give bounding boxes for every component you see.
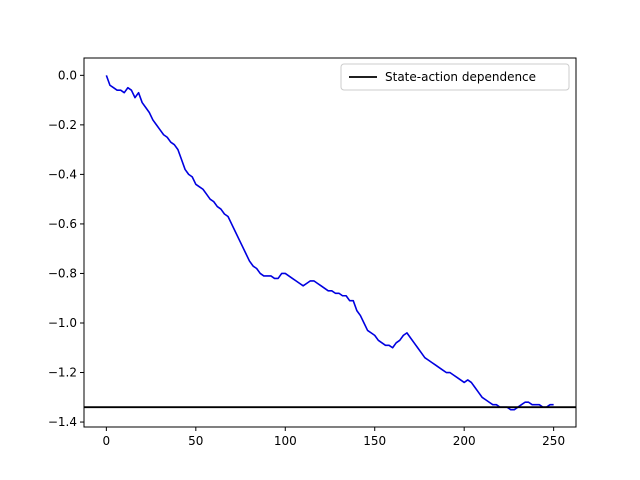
x-tick-label: 250 (542, 434, 565, 448)
x-tick-label: 200 (453, 434, 476, 448)
plot-background (84, 58, 576, 427)
x-tick-label: 0 (103, 434, 111, 448)
series-layer (84, 75, 576, 411)
plot-area (83, 57, 577, 428)
y-tick-label: −0.6 (48, 217, 77, 231)
y-tick-label: 0.0 (58, 68, 77, 82)
y-tick-label: −1.4 (48, 415, 77, 429)
legend-box (340, 63, 570, 91)
y-tick-label: −0.8 (48, 266, 77, 280)
y-axis: 0.0 −0.2 −0.4 −0.6 −0.8 −1.0 −1.2 −1.4 (48, 68, 84, 429)
y-tick-label: −1.2 (48, 366, 77, 380)
x-tick-label: 50 (188, 434, 203, 448)
x-axis: 0 50 100 150 200 250 (103, 427, 565, 448)
legend: State-action dependence (340, 63, 570, 91)
y-tick-label: −0.4 (48, 167, 77, 181)
y-tick-label: −0.2 (48, 118, 77, 132)
x-tick-label: 150 (363, 434, 386, 448)
series-line (105, 75, 554, 411)
legend-label: State-action dependence (385, 70, 536, 84)
y-tick-label: −1.0 (48, 316, 77, 330)
plot-frame (83, 57, 577, 428)
x-tick-label: 100 (274, 434, 297, 448)
